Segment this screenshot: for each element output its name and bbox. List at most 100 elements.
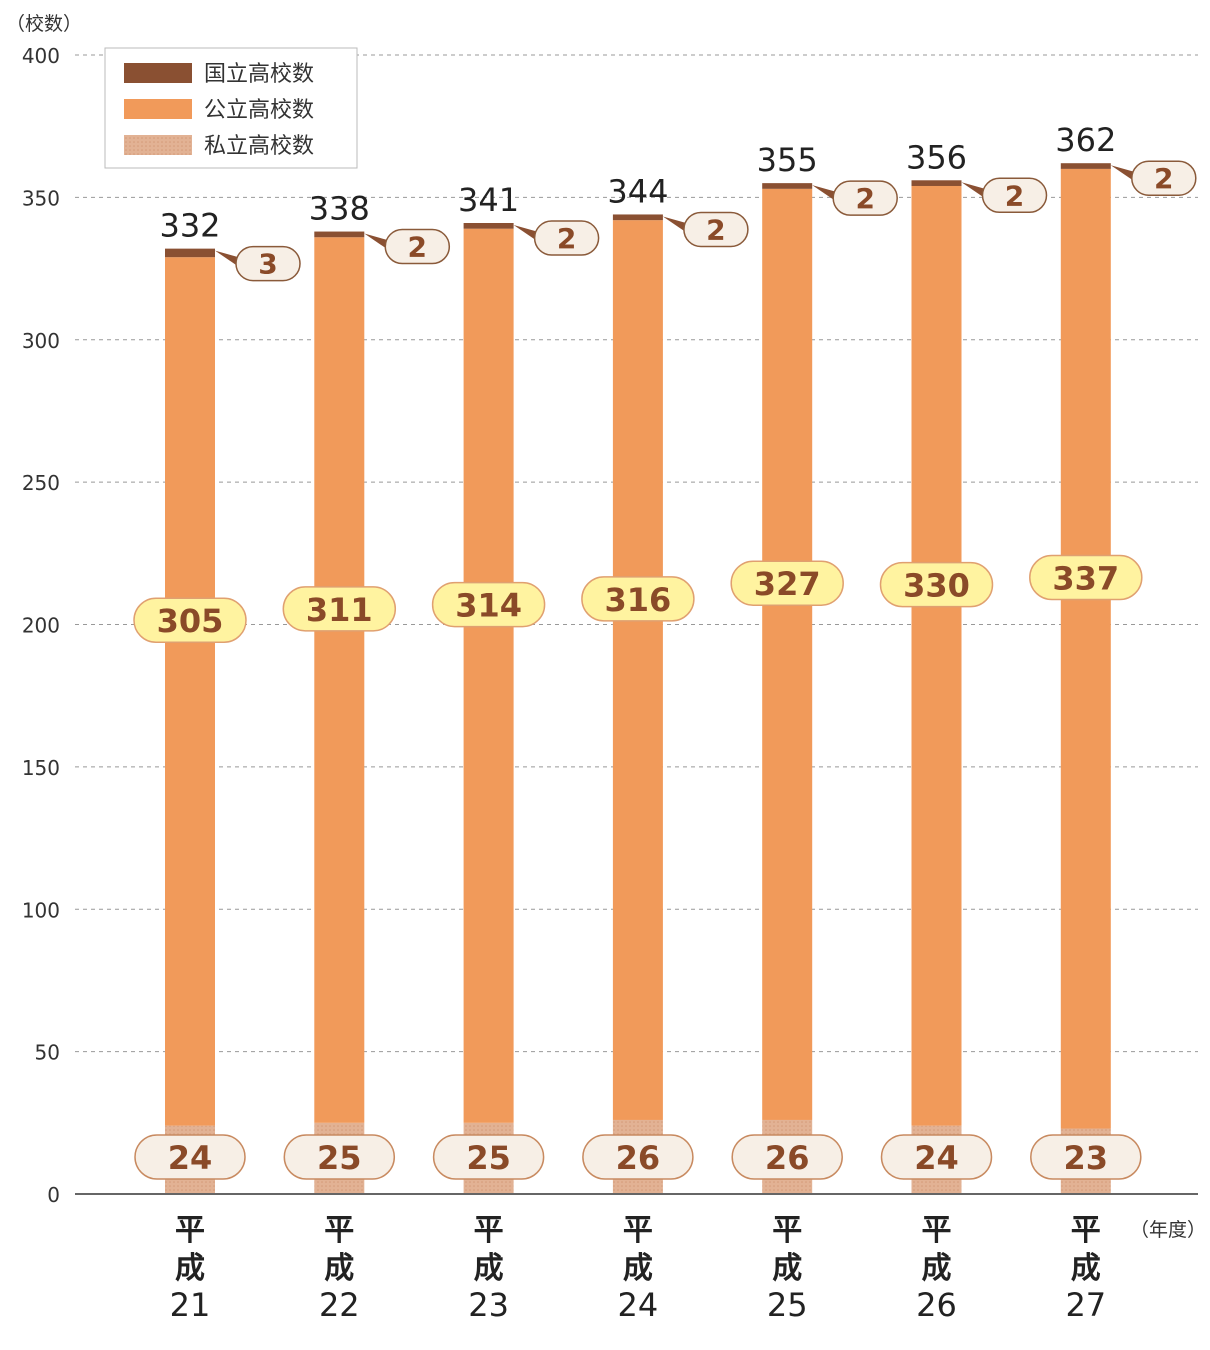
x-era-char-1: 平 [772,1213,802,1248]
x-era-char-1: 平 [175,1213,205,1248]
public-value-bubble [1029,554,1143,601]
national-value-bubble [235,245,301,282]
public-value-bubble [282,586,397,632]
public-value-bubble [581,576,695,622]
private-value-label: 24 [168,1139,213,1177]
national-value-bubble [533,220,600,256]
bar-national [612,214,663,221]
bar-public [762,188,813,1120]
public-value-label: 327 [754,565,821,603]
public-value-label: 314 [455,587,522,625]
total-label: 332 [159,207,220,245]
private-value-bubble [731,1134,843,1180]
y-tick-label: 150 [22,756,60,780]
legend-swatch-private [124,135,192,155]
public-value-label: 330 [903,567,970,605]
grid-lines: 0 50 100 150 200 250 300 350 400 [22,44,1198,1207]
y-tick-label: 50 [35,1041,60,1065]
y-tick-label: 350 [22,186,60,210]
bar-public [612,220,663,1120]
public-value-bubble [133,597,247,643]
private-value-bubble [1030,1134,1142,1180]
x-era-char-2: 成 [623,1251,653,1286]
national-value-label: 2 [1154,162,1173,195]
national-value-label: 2 [706,213,725,246]
bar-national [1060,163,1111,169]
bar-public [314,237,365,1123]
x-era-char-1: 平 [623,1213,653,1248]
private-value-bubble [134,1134,246,1180]
legend-swatch-national [124,63,192,83]
bar-national [165,248,215,258]
x-era-char-2: 成 [474,1251,504,1286]
national-value-label: 2 [557,222,576,255]
private-value-bubble [283,1134,396,1180]
public-value-label: 311 [306,591,373,629]
x-era-char-2: 成 [324,1251,354,1286]
total-label: 362 [1055,121,1116,159]
y-tick-label: 200 [22,614,60,638]
callout-pointer [1110,165,1136,183]
private-value-label: 26 [765,1139,810,1177]
bar-national [762,183,813,189]
total-label: 341 [458,181,519,219]
total-label: 355 [757,141,818,179]
x-era-char-2: 成 [772,1251,802,1286]
y-tick-label: 0 [47,1183,60,1207]
bar-public [1060,168,1111,1129]
callout-pointer [215,250,240,268]
total-label: 356 [906,138,967,176]
callout-pointer [961,182,987,200]
callout-pointer [513,225,539,243]
callout-pointer [812,185,838,203]
bar-national [314,231,365,238]
private-value-bubble [432,1134,545,1180]
total-label: 344 [607,172,668,210]
y-tick-label: 250 [22,471,60,495]
total-label: 338 [309,190,370,228]
public-value-label: 305 [157,602,224,640]
national-value-label: 2 [1005,179,1024,212]
legend-swatch-public [124,99,192,119]
x-era-char-1: 平 [922,1213,952,1248]
bar-national [911,180,962,186]
callout-pointer [662,216,688,234]
x-tick-label: 21 [170,1286,211,1324]
legend-label-public: 公立高校数 [204,98,314,123]
x-era-char-2: 成 [1071,1251,1101,1286]
bar-public [911,185,962,1126]
national-value-bubble [384,228,451,265]
private-value-label: 23 [1064,1139,1109,1177]
x-tick-label: 27 [1065,1286,1106,1324]
bar-public [165,257,215,1126]
private-value-label: 24 [914,1139,959,1177]
legend-label-national: 国立高校数 [204,62,314,87]
bar-national [463,223,514,229]
x-axis-label: （年度） [1130,1219,1206,1241]
x-tick-label: 25 [767,1286,808,1324]
national-value-bubble [832,180,898,216]
y-axis-label: （校数） [6,13,82,35]
x-era-char-1: 平 [1071,1213,1101,1248]
x-tick-label: 23 [468,1286,509,1324]
callout-pointer [364,233,390,251]
public-value-bubble [879,561,994,608]
public-value-bubble [730,560,844,606]
y-tick-label: 100 [22,898,60,922]
x-tick-label: 24 [618,1286,659,1324]
y-tick-label: 300 [22,329,60,353]
x-era-char-2: 成 [922,1251,952,1286]
x-era-char-1: 平 [324,1213,354,1248]
legend: 国立高校数 公立高校数 私立高校数 [104,47,358,169]
national-value-bubble [683,211,749,248]
public-value-bubble [431,581,546,628]
x-era-char-1: 平 [474,1213,504,1248]
x-tick-label: 22 [319,1286,360,1324]
public-value-label: 316 [605,581,672,619]
legend-label-private: 私立高校数 [204,134,314,159]
private-value-bubble [880,1134,993,1180]
national-value-bubble [1131,160,1197,196]
private-value-label: 25 [466,1139,511,1177]
private-value-label: 25 [317,1139,362,1177]
